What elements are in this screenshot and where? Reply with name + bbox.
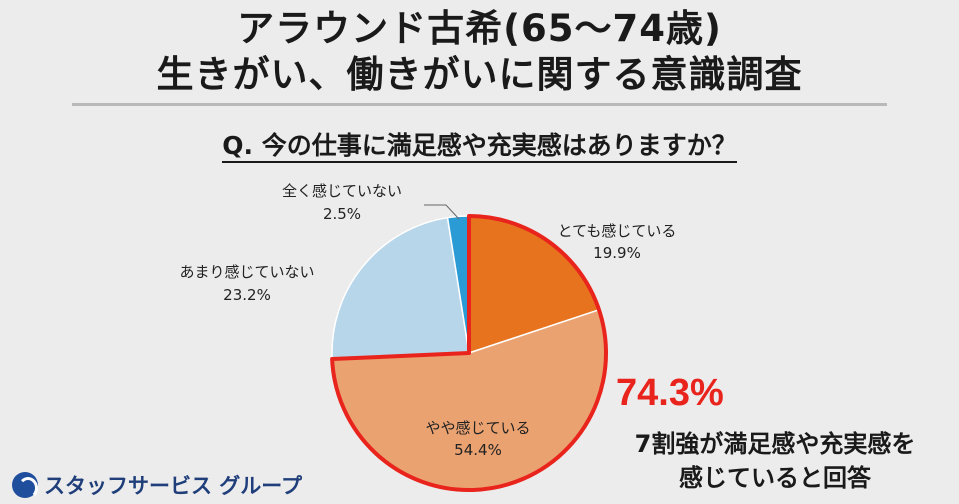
company-logo: スタッフサービス グループ (12, 470, 302, 500)
leader-line-zenku (424, 204, 460, 220)
page-title: アラウンド古希(65〜74歳) 生きがい、働きがいに関する意識調査 (0, 6, 959, 98)
slice-label-zenku: 全く感じていない (282, 182, 402, 200)
slice-label-totemo: とても感じている (558, 222, 677, 240)
callout-text-line-1: 7割強が満足感や充実感を (634, 430, 916, 458)
callout-text-line-2: 感じていると回答 (679, 464, 871, 492)
logo-mark-icon (12, 472, 38, 499)
callout-value: 74.3% (616, 372, 724, 414)
highlight-outline (330, 214, 608, 492)
question-text: Q. 今の仕事に満足感や充実感はありますか？ (222, 131, 737, 163)
slice-value-totemo: 19.9% (593, 244, 641, 262)
slice-amari (331, 216, 470, 360)
logo-text: スタッフサービス グループ (44, 474, 303, 498)
title-line-2: 生きがい、働きがいに関する意識調査 (156, 53, 803, 96)
title-line-1: アラウンド古希(65〜74歳) (237, 7, 722, 50)
slice-value-amari: 23.2% (223, 286, 271, 304)
slice-label-amari: あまり感じていない (179, 263, 314, 281)
slice-value-zenku: 2.5% (323, 205, 361, 223)
title-divider (72, 103, 887, 106)
slice-label-yaya: やや感じている (425, 419, 530, 437)
callout-text: 7割強が満足感や充実感を 感じていると回答 (600, 427, 950, 495)
question-heading: Q. 今の仕事に満足感や充実感はありますか？ (0, 126, 959, 163)
slice-value-yaya: 54.4% (454, 441, 502, 459)
